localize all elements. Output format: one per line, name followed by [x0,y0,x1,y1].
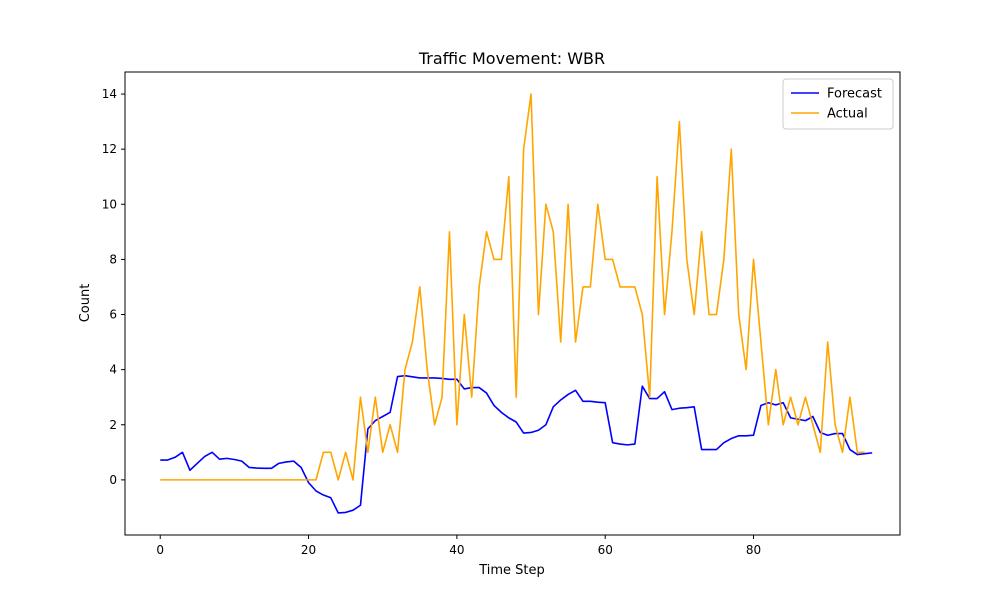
y-tick-label: 0 [109,473,117,487]
legend-box [782,78,894,130]
y-tick-label: 2 [109,418,117,432]
x-tick-label: 0 [156,543,164,557]
y-tick-label: 10 [102,197,117,211]
y-axis-label: Count [78,284,93,323]
series-line-forecast [160,374,873,514]
legend-label-actual: Actual [827,107,868,122]
x-tick-label: 40 [449,543,464,557]
chart-title: Traffic Movement: WBR [418,49,605,68]
series-layer [160,93,873,514]
series-line-actual [160,93,865,481]
x-tick-label: 80 [746,543,761,557]
y-tick-label: 8 [109,252,117,266]
plot-frame [124,71,901,536]
y-tick-label: 4 [109,363,117,377]
x-axis-label: Time Step [478,563,545,578]
y-tick-label: 6 [109,308,117,322]
x-tick-label: 60 [598,543,613,557]
x-axis: 0 20 40 60 80 [156,535,761,557]
y-tick-label: 12 [102,142,117,156]
legend: Forecast Actual [782,78,894,130]
x-tick-label: 20 [301,543,316,557]
y-axis: 0 2 4 6 8 10 12 14 [102,87,125,487]
legend-label-forecast: Forecast [827,87,882,102]
y-tick-label: 14 [102,87,117,101]
